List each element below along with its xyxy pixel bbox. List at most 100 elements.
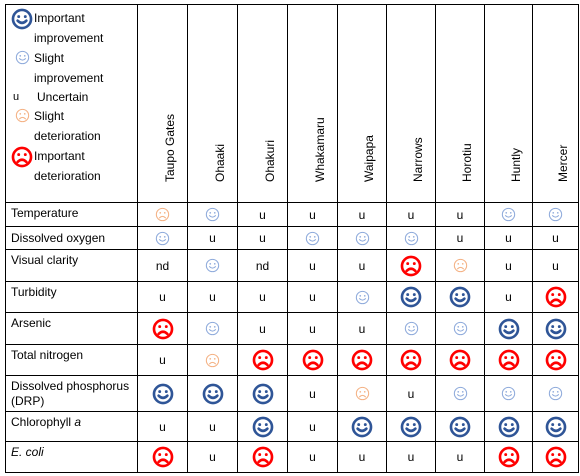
trend-cell [337,344,387,376]
trend-cell: u [532,226,579,250]
table-row: Visual clarity nd nd u u u u [5,249,579,282]
trend-cell: u [237,202,288,227]
trend-cell [187,375,238,412]
uncertain-value: u [358,450,366,464]
trend-cell: u [337,441,387,473]
trend-cell [337,375,387,412]
uncertain-value: u [209,419,216,434]
legend-item: u Uncertain [10,88,133,106]
trend-cell: u [287,411,338,442]
large-frown-icon [400,349,422,371]
trend-cell [435,411,485,442]
trend-cell [237,411,288,442]
trend-cell [137,202,188,227]
trend-cell [386,411,436,442]
legend-item: Important deterioration [10,146,133,186]
uncertain-value: u [259,321,266,336]
uncertain-value: u [358,207,366,222]
small-frown-icon [155,207,170,222]
large-frown-icon [252,446,273,468]
small-smile-icon [453,321,467,336]
trend-cell [137,312,188,345]
trend-cell: u [337,249,387,282]
trend-cell: u [187,226,238,250]
trend-cell [187,344,238,376]
uncertain-value: u [159,353,166,367]
uncertain-value: u [259,207,266,222]
site-name: Taupo Gates [162,113,177,182]
trend-cell [137,375,188,412]
trend-cell: u [187,281,238,313]
large-smile-icon [545,416,566,437]
site-header: Narrows [386,4,436,203]
small-smile-icon [404,231,418,245]
uncertain-value: u [407,386,415,401]
small-smile-icon [305,231,320,245]
large-frown-icon [252,349,273,371]
uncertain-value: u [209,450,216,464]
trend-cell [287,344,338,376]
large-smile-icon [449,286,471,308]
parameter-label: Dissolved phosphorus (DRP) [5,375,138,412]
trend-cell: u [386,375,436,412]
trend-cell [386,249,436,282]
trend-cell: u [187,441,238,473]
legend-item: Important improvement [10,8,133,48]
uncertain-value: u [505,231,512,245]
trend-cell [435,312,485,345]
table-row: Arsenic u u u [5,312,579,345]
small-smile-icon [501,207,516,222]
large-smile-icon [252,383,273,404]
header-row: Important improvement Slight improvement u… [5,4,579,203]
trend-cell: u [484,226,533,250]
small-smile-icon [205,258,220,273]
large-smile-icon [11,8,33,30]
trend-cell [435,249,485,282]
trend-cell [337,281,387,313]
trend-cell [484,202,533,227]
large-frown-icon [351,349,373,371]
parameter-label: Total nitrogen [5,344,138,376]
small-smile-icon [355,290,369,304]
trend-cell [532,375,579,412]
uncertain-value: u [159,290,166,304]
trend-cell [386,281,436,313]
small-frown-icon [355,386,369,401]
table-row: Dissolved oxygen u u u u u [5,226,579,250]
site-name: Mercer [555,144,570,182]
trend-cell: u [287,202,338,227]
uncertain-value: u [309,419,316,434]
parameter-label: E. coli [5,441,138,473]
site-name: Narrows [411,137,425,182]
uncertain-value: u [552,231,559,245]
trend-cell [237,375,288,412]
no-data-value: nd [255,258,270,273]
site-name: Waipapa [362,135,376,182]
uncertain-value: u [358,258,366,273]
water-quality-trend-table: Important improvement Slight improvement u… [5,4,579,473]
trend-cell: u [287,249,338,282]
legend-label: Important improvement [34,11,104,45]
uncertain-value: u [259,231,266,245]
trend-cell [187,249,238,282]
small-smile-icon [453,386,467,401]
trend-cell [386,312,436,345]
parameter-label: Temperature [5,202,138,227]
large-frown-icon [152,318,173,339]
small-smile-icon [501,386,516,401]
trend-cell [435,375,485,412]
uncertain-value: u [209,290,216,304]
large-frown-icon [545,446,566,468]
trend-cell [532,411,579,442]
trend-cell [484,411,533,442]
site-header: Horotiu [435,4,485,203]
large-smile-icon [152,383,173,404]
trend-cell [484,312,533,345]
trend-cell: u [337,312,387,345]
trend-cell: u [187,411,238,442]
small-frown-icon [453,258,467,273]
small-smile-icon [548,386,563,401]
trend-cell [532,312,579,345]
no-data-value: nd [155,258,170,273]
trend-cell [237,344,288,376]
